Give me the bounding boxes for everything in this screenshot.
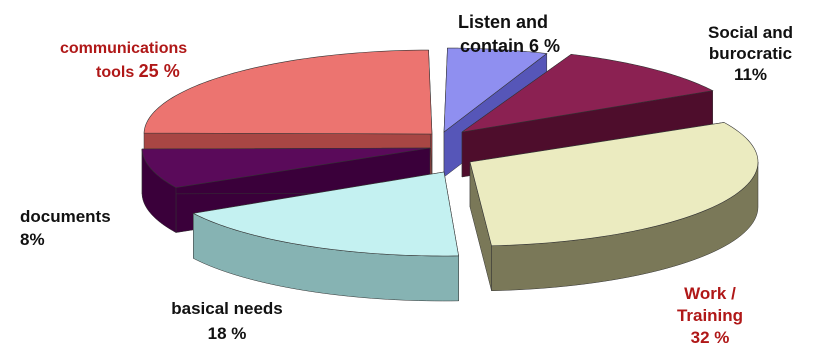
label-listen-line-1: Listen and [458, 12, 549, 32]
label-basical-line-1: basical needs [171, 299, 283, 318]
slice-documents [141, 147, 431, 188]
label-documents-line-1: documents [20, 207, 111, 226]
label-work-line-2: Training [676, 306, 744, 325]
label-work-line-1: Work / [684, 284, 736, 303]
slice-communications-tools [143, 49, 433, 135]
slice-basical-needs [192, 171, 459, 257]
label-documents: documents 8% [20, 205, 111, 251]
label-communications-tools: communications tools 25 % [60, 38, 187, 84]
label-work-line-3: 32 % [690, 328, 730, 347]
label-documents-line-2: 8% [20, 230, 45, 249]
slice-tops [141, 47, 759, 257]
label-comm-line-1: communications [60, 40, 188, 57]
label-basical-needs: basical needs 18 % [137, 296, 317, 346]
label-comm-line-2: tools [96, 64, 135, 81]
slice-listen-and-contain [443, 47, 548, 133]
label-social-line-3: 11% [733, 65, 768, 84]
slice-work-training [469, 122, 759, 247]
label-social-and-burocratic: Social and burocratic 11% [693, 22, 808, 85]
label-social-line-2: burocratic [708, 44, 793, 63]
label-work-training: Work / Training 32 % [660, 283, 760, 349]
label-listen-line-2: contain 6 % [460, 36, 561, 56]
slice-social-and-burocratic [461, 53, 714, 133]
label-comm-line-3: 25 % [138, 61, 180, 81]
label-listen-and-contain: Listen and contain 6 % [458, 10, 560, 58]
label-basical-line-2: 18 % [207, 324, 247, 343]
label-social-line-1: Social and [707, 23, 794, 42]
